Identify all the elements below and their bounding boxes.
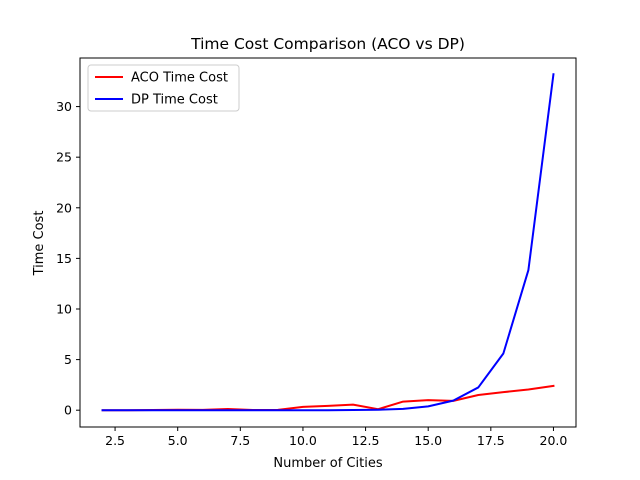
y-axis: 0 5 10 15 20 25 30 (56, 99, 80, 418)
axes-frame (79, 57, 577, 428)
y-tick-label: 10 (56, 301, 72, 316)
y-tick-label: 15 (56, 251, 72, 266)
x-tick-label: 20.0 (540, 433, 568, 448)
x-axis-label: Number of Cities (273, 456, 382, 471)
legend-label-aco: ACO Time Cost (131, 71, 228, 86)
series-line-dp (101, 73, 555, 412)
y-axis-label: Time Cost (32, 211, 47, 277)
x-axis: 2.5 5.0 7.5 10.0 12.5 15.0 17.5 20.0 (105, 427, 567, 448)
x-tick-label: 17.5 (477, 433, 505, 448)
chart-title: Time Cost Comparison (ACO vs DP) (190, 35, 465, 53)
x-tick-label: 12.5 (352, 433, 380, 448)
legend-box (87, 64, 240, 112)
x-tick-label: 10.0 (289, 433, 317, 448)
x-tick-label: 2.5 (105, 433, 125, 448)
x-tick-label: 5.0 (168, 433, 188, 448)
legend-label-dp: DP Time Cost (131, 93, 218, 108)
y-tick-label: 0 (64, 403, 72, 418)
y-tick-label: 25 (56, 150, 72, 165)
y-tick-label: 20 (56, 200, 72, 215)
plot-area (79, 57, 577, 428)
y-tick-label: 5 (64, 352, 72, 367)
x-tick-label: 15.0 (414, 433, 442, 448)
x-tick-label: 7.5 (230, 433, 250, 448)
y-tick-label: 30 (56, 99, 72, 114)
legend: ACO Time Cost DP Time Cost (87, 64, 240, 112)
